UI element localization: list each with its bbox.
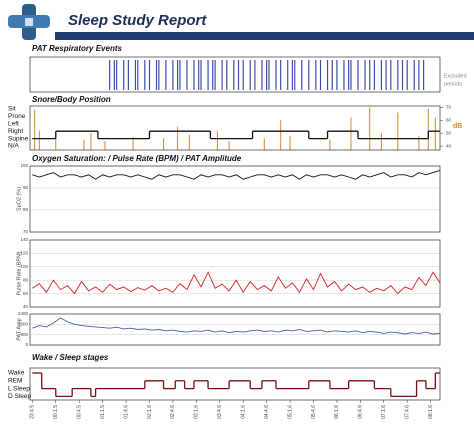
- y2-tick-label: 50: [446, 130, 452, 135]
- x-tick-label: 07:4.6: [405, 405, 411, 419]
- x-tick-label: 00:1.5: [53, 405, 59, 419]
- y-tick-label: 100: [20, 163, 28, 168]
- section-title: Snore/Body Position: [32, 95, 111, 104]
- series-line: [32, 271, 441, 295]
- section-title: Oxygen Saturation: / Pulse Rate (BPM) / …: [32, 154, 242, 163]
- x-tick-label: 02:4.6: [170, 405, 176, 419]
- y-tick-label: 60: [23, 291, 29, 296]
- x-tick-label: 07:1.6: [381, 405, 387, 419]
- section-title: Wake / Sleep stages: [32, 353, 109, 362]
- plot-frame: [29, 239, 441, 308]
- y2-tick-label: 70: [446, 104, 452, 109]
- x-tick-label: 08:1.6: [428, 405, 434, 419]
- plot-frame: [29, 56, 441, 93]
- y-tick-label: 800: [20, 332, 28, 337]
- category-label: Left: [8, 121, 19, 128]
- x-tick-label: 06:4.6: [358, 405, 364, 419]
- logo: [8, 4, 50, 40]
- x-tick-label: 03:4.6: [217, 405, 223, 419]
- category-label: N/A: [8, 143, 20, 150]
- y-tick-label: 90: [23, 185, 29, 190]
- y-tick-label: 140: [20, 237, 28, 242]
- section-title: PAT Respiratory Events: [32, 44, 123, 53]
- x-tick-label: 03:1.6: [194, 405, 200, 419]
- category-label: Right: [8, 128, 23, 135]
- category-label: Sit: [8, 106, 16, 113]
- y-tick-label: 1600: [18, 322, 29, 327]
- y-tick-label: 80: [23, 207, 29, 212]
- x-tick-label: 05:4.6: [311, 405, 317, 419]
- annotation: periods: [444, 81, 462, 87]
- x-tick-label: 04:1.6: [241, 405, 247, 419]
- y-tick-label: 120: [20, 251, 28, 256]
- x-tick-label: 23:4.5: [30, 405, 36, 419]
- category-label: L Sleep: [8, 385, 30, 392]
- x-tick-label: 06:1.6: [334, 405, 340, 419]
- x-tick-label: 01:1.5: [100, 405, 106, 419]
- series-line: [32, 317, 441, 335]
- y2-axis-label: dB: [453, 123, 462, 130]
- category-label: Supine: [8, 135, 29, 142]
- category-label: REM: [8, 378, 22, 385]
- category-label: D Sleep: [8, 393, 32, 400]
- x-tick-label: 04:4.6: [264, 405, 270, 419]
- x-tick-label: 05:1.6: [287, 405, 293, 419]
- category-label: Wake: [8, 370, 25, 377]
- x-tick-label: 02:1.6: [147, 405, 153, 419]
- annotation: Excluded: [444, 73, 467, 79]
- plot-frame: [29, 313, 441, 346]
- report-title: Sleep Study Report: [68, 12, 207, 29]
- y-tick-label: 0: [25, 342, 28, 347]
- y-axis-label: Pulse Rate (BPM): [16, 251, 22, 295]
- y-tick-label: 100: [20, 264, 28, 269]
- plot-frame: [29, 165, 441, 233]
- y-tick-label: 40: [23, 304, 29, 309]
- y2-tick-label: 60: [446, 117, 452, 122]
- y-axis-label: PAT Amp: [16, 318, 22, 340]
- y-tick-label: 70: [23, 229, 29, 234]
- y-tick-label: 2400: [18, 311, 29, 316]
- y-axis-label: SpO2 (%): [16, 187, 22, 211]
- category-label: Prone: [8, 113, 26, 120]
- series-line: [32, 169, 441, 180]
- header-bar: [55, 32, 474, 40]
- plot-frame: [29, 105, 441, 151]
- y-tick-label: 80: [23, 277, 29, 282]
- x-tick-label: 01:4.6: [123, 405, 129, 419]
- plot-frame: [29, 367, 441, 401]
- x-tick-label: 00:4.5: [77, 405, 83, 419]
- y2-tick-label: 40: [446, 143, 452, 148]
